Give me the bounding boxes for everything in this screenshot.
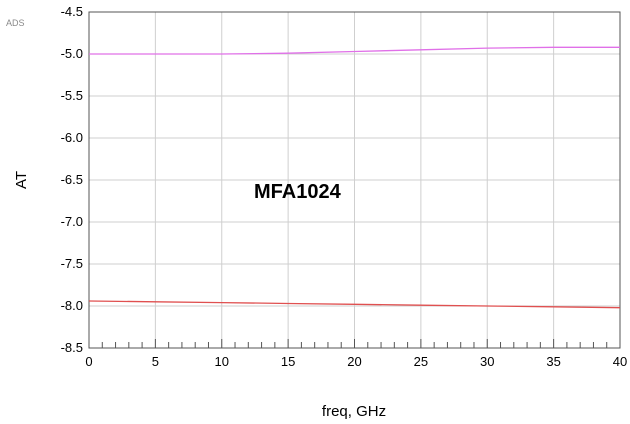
y-tick-label-3: -6.0 bbox=[61, 130, 83, 145]
y-tick-label-1: -5.0 bbox=[61, 46, 83, 61]
x-axis-title: freq, GHz bbox=[322, 403, 386, 420]
y-tick-label-5: -7.0 bbox=[61, 214, 83, 229]
y-tick-label-0: -4.5 bbox=[61, 4, 83, 19]
series-group bbox=[88, 46, 621, 309]
x-tick-label-2: 10 bbox=[215, 354, 229, 369]
x-tick-label-8: 40 bbox=[613, 354, 627, 369]
y-tick-label-7: -8.0 bbox=[61, 298, 83, 313]
x-tick-label-6: 30 bbox=[480, 354, 494, 369]
series-line-0 bbox=[89, 46, 620, 55]
x-tick-label-7: 35 bbox=[546, 354, 560, 369]
x-tick-label-5: 25 bbox=[414, 354, 428, 369]
x-tick-label-1: 5 bbox=[152, 354, 159, 369]
y-tick-label-6: -7.5 bbox=[61, 256, 83, 271]
x-tick-labels: 0 5 10 15 20 25 30 35 40 bbox=[85, 354, 627, 369]
grid bbox=[88, 11, 621, 349]
y-axis-title: AT bbox=[13, 171, 30, 189]
ads-watermark: ADS bbox=[6, 18, 25, 28]
x-tick-label-4: 20 bbox=[347, 354, 361, 369]
y-tick-label-2: -5.5 bbox=[61, 88, 83, 103]
x-tick-label-3: 15 bbox=[281, 354, 295, 369]
x-tick-label-0: 0 bbox=[85, 354, 92, 369]
minor-ticks bbox=[88, 339, 621, 348]
y-tick-label-4: -6.5 bbox=[61, 172, 83, 187]
y-tick-labels: -4.5 -5.0 -5.5 -6.0 -6.5 -7.0 -7.5 -8.0 -8.5 bbox=[61, 4, 83, 355]
y-tick-label-8: -8.5 bbox=[61, 340, 83, 355]
plot-frame bbox=[88, 11, 621, 349]
annotation-label: MFA1024 bbox=[254, 181, 342, 203]
series-line-1 bbox=[88, 300, 621, 309]
